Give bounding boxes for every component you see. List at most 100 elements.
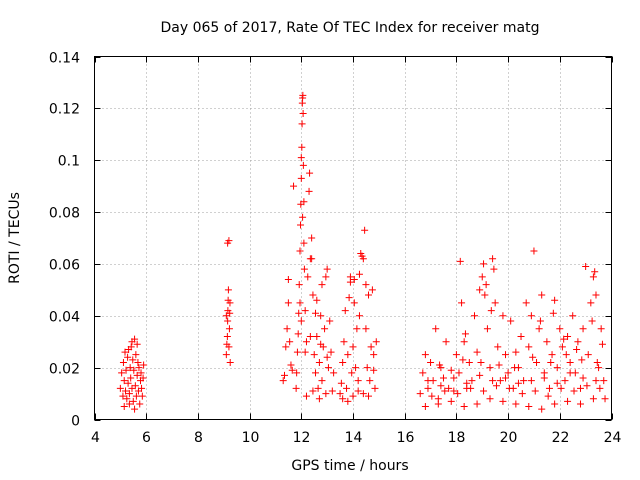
y-tick-label: 0 [71, 414, 80, 430]
data-point [318, 281, 326, 289]
data-point [346, 273, 354, 281]
data-point [421, 403, 429, 411]
data-point [323, 353, 331, 361]
data-point [301, 307, 309, 315]
data-point [348, 369, 356, 377]
data-point [302, 338, 310, 346]
data-point [301, 348, 309, 356]
data-point [553, 379, 561, 387]
data-point [336, 390, 344, 398]
data-point [473, 348, 481, 356]
data-point [116, 384, 124, 392]
data-point [562, 351, 570, 359]
data-point [447, 366, 455, 374]
data-point [518, 390, 526, 398]
data-point [486, 364, 494, 372]
data-point [463, 379, 471, 387]
data-point [531, 387, 539, 395]
data-point [596, 384, 604, 392]
x-tick-labels: 4 6 8 10 12 14 16 18 20 22 24 [91, 430, 621, 446]
data-point [461, 330, 469, 338]
data-point [543, 338, 551, 346]
data-point [564, 333, 572, 341]
data-point [125, 390, 133, 398]
data-point [222, 351, 230, 359]
data-point [538, 291, 546, 299]
data-point [286, 338, 294, 346]
data-point [224, 317, 232, 325]
data-point [538, 405, 546, 413]
data-point [352, 364, 360, 372]
data-point [512, 348, 520, 356]
data-point [355, 270, 363, 278]
data-point [299, 213, 307, 221]
data-point [350, 299, 358, 307]
data-point [308, 255, 316, 263]
data-point [226, 309, 234, 317]
data-point [306, 169, 314, 177]
data-point [133, 371, 141, 379]
data-point [450, 387, 458, 395]
data-point [553, 364, 561, 372]
data-point [566, 369, 574, 377]
data-point [367, 343, 375, 351]
data-point [339, 358, 347, 366]
data-point [556, 325, 564, 333]
data-point [372, 338, 380, 346]
data-point [129, 397, 137, 405]
data-point [573, 345, 581, 353]
data-point [437, 382, 445, 390]
data-point [300, 198, 308, 206]
data-point [468, 377, 476, 385]
data-point [295, 281, 303, 289]
data-point [361, 226, 369, 234]
data-point [491, 299, 499, 307]
data-point [318, 377, 326, 385]
data-point [579, 325, 587, 333]
data-point [297, 221, 305, 229]
data-point [349, 343, 357, 351]
data-point [294, 330, 302, 338]
data-point [512, 400, 520, 408]
x-tick-label: 8 [194, 430, 203, 446]
data-point [427, 358, 435, 366]
data-point [359, 255, 367, 263]
data-point [133, 340, 141, 348]
data-point [564, 397, 572, 405]
data-point [549, 309, 557, 317]
y-tick-label: 0.02 [49, 362, 80, 378]
data-point [129, 356, 137, 364]
data-point [489, 377, 497, 385]
data-point [499, 312, 507, 320]
data-point [290, 182, 298, 190]
data-point [527, 377, 535, 385]
x-tick-label: 14 [345, 430, 363, 446]
data-point [465, 358, 473, 366]
data-point [362, 281, 370, 289]
data-point [569, 312, 577, 320]
data-point [328, 387, 336, 395]
data-point [495, 361, 503, 369]
data-point [359, 390, 367, 398]
data-point [226, 358, 234, 366]
data-point [298, 120, 306, 128]
data-point [558, 343, 566, 351]
data-point [315, 358, 323, 366]
data-point [126, 364, 134, 372]
data-point [576, 400, 584, 408]
data-point [527, 312, 535, 320]
data-point [492, 382, 500, 390]
data-point [224, 286, 232, 294]
data-point [350, 275, 358, 283]
data-point [480, 387, 488, 395]
data-point [592, 291, 600, 299]
data-point [324, 364, 332, 372]
data-point [354, 377, 362, 385]
data-point [370, 351, 378, 359]
x-tick-label: 20 [500, 430, 518, 446]
x-tick-label: 10 [242, 430, 260, 446]
data-point [583, 382, 591, 390]
x-axis-label: GPS time / hours [291, 458, 408, 474]
data-point [288, 366, 296, 374]
data-point [284, 275, 292, 283]
